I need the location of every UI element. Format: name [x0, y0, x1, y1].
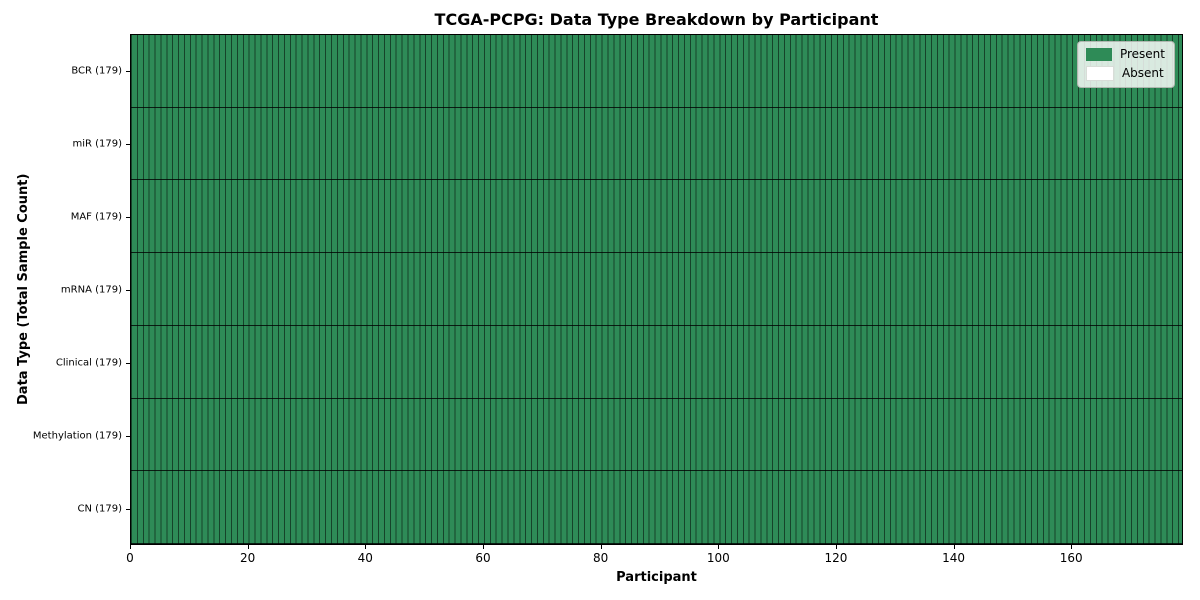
chart-title: TCGA-PCPG: Data Type Breakdown by Partic… — [434, 10, 879, 29]
x-tick-mark — [365, 545, 367, 549]
y-tick-label-mir: miR (179) — [72, 138, 122, 149]
heatmap-row-mir — [131, 108, 1182, 181]
x-tick-mark — [600, 545, 602, 549]
x-tick-mark — [953, 545, 955, 549]
y-tick-mark — [126, 289, 130, 291]
x-tick-mark — [718, 545, 720, 549]
y-axis-title-text: Data Type (Total Sample Count) — [16, 173, 31, 405]
heatmap-row-bcr — [131, 35, 1182, 108]
heatmap-row-mrna — [131, 253, 1182, 326]
x-tick-mark — [130, 545, 131, 549]
y-tick-mark — [126, 362, 130, 364]
y-tick-label-cn: CN (179) — [77, 503, 122, 514]
y-tick-label-mrna: mRNA (179) — [60, 284, 122, 295]
x-tick-label-20: 20 — [240, 551, 256, 565]
y-tick-label-maf: MAF (179) — [70, 211, 122, 222]
y-tick-label-clinical: Clinical (179) — [55, 357, 122, 368]
y-tick-mark — [126, 435, 130, 437]
x-tick-label-100: 100 — [706, 551, 730, 565]
plot-area: Present Absent — [130, 34, 1183, 545]
x-tick-label-0: 0 — [126, 551, 134, 565]
x-tick-label-120: 120 — [824, 551, 848, 565]
x-tick-label-80: 80 — [592, 551, 609, 565]
x-tick-label-160: 160 — [1059, 551, 1083, 565]
legend-label: Present — [1119, 47, 1165, 61]
legend-swatch-absent — [1085, 66, 1114, 81]
x-tick-mark — [247, 545, 249, 549]
y-tick-label-bcr: BCR (179) — [71, 65, 122, 76]
y-tick-mark — [126, 216, 130, 218]
y-tick-mark — [126, 508, 130, 510]
y-tick-label-methylation: Methylation (179) — [32, 430, 122, 441]
legend: Present Absent — [1076, 41, 1175, 88]
legend-label: Absent — [1121, 66, 1164, 80]
x-tick-mark — [482, 545, 484, 549]
x-tick-mark — [1071, 545, 1073, 549]
y-tick-mark — [126, 70, 130, 72]
x-tick-label-140: 140 — [942, 551, 966, 565]
legend-swatch-present — [1085, 48, 1112, 61]
x-tick-label-60: 60 — [475, 551, 491, 565]
legend-item-absent: Absent — [1085, 66, 1165, 81]
x-tick-mark — [835, 545, 837, 549]
legend-item-present: Present — [1085, 47, 1165, 61]
heatmap-row-clinical — [131, 326, 1182, 399]
heatmap-row-cn — [131, 471, 1182, 544]
x-axis-title: Participant — [616, 570, 697, 585]
heatmap-row-maf — [131, 180, 1182, 254]
heatmap-row-methylation — [131, 399, 1182, 472]
x-tick-label-40: 40 — [357, 551, 373, 565]
y-tick-mark — [126, 143, 130, 145]
